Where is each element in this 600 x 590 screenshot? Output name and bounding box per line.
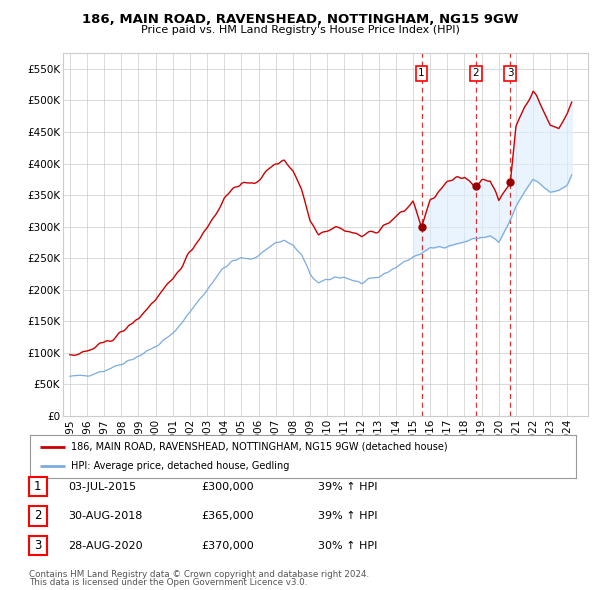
Text: 2: 2 [473, 68, 479, 78]
Text: 30-AUG-2018: 30-AUG-2018 [68, 512, 142, 521]
Text: 1: 1 [34, 480, 41, 493]
Text: 186, MAIN ROAD, RAVENSHEAD, NOTTINGHAM, NG15 9GW: 186, MAIN ROAD, RAVENSHEAD, NOTTINGHAM, … [82, 13, 518, 26]
Text: This data is licensed under the Open Government Licence v3.0.: This data is licensed under the Open Gov… [29, 578, 307, 587]
Text: £370,000: £370,000 [201, 541, 254, 550]
Text: 03-JUL-2015: 03-JUL-2015 [68, 482, 136, 491]
Text: 28-AUG-2020: 28-AUG-2020 [68, 541, 142, 550]
Text: £365,000: £365,000 [201, 512, 254, 521]
Text: 2: 2 [34, 509, 41, 523]
Text: 186, MAIN ROAD, RAVENSHEAD, NOTTINGHAM, NG15 9GW (detached house): 186, MAIN ROAD, RAVENSHEAD, NOTTINGHAM, … [71, 442, 448, 452]
Text: Price paid vs. HM Land Registry's House Price Index (HPI): Price paid vs. HM Land Registry's House … [140, 25, 460, 35]
Text: 39% ↑ HPI: 39% ↑ HPI [318, 482, 377, 491]
Text: Contains HM Land Registry data © Crown copyright and database right 2024.: Contains HM Land Registry data © Crown c… [29, 571, 369, 579]
Text: 39% ↑ HPI: 39% ↑ HPI [318, 512, 377, 521]
Text: HPI: Average price, detached house, Gedling: HPI: Average price, detached house, Gedl… [71, 461, 289, 471]
Text: £300,000: £300,000 [201, 482, 254, 491]
Text: 1: 1 [418, 68, 425, 78]
Text: 3: 3 [34, 539, 41, 552]
Text: 30% ↑ HPI: 30% ↑ HPI [318, 541, 377, 550]
Text: 3: 3 [507, 68, 514, 78]
